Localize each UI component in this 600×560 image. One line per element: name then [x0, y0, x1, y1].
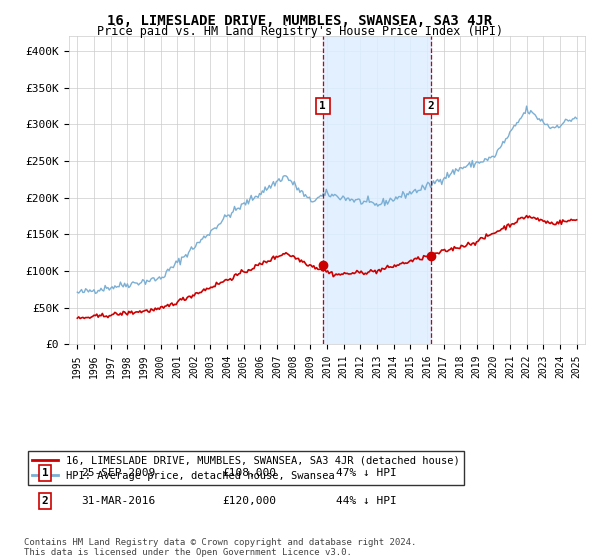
Text: 47% ↓ HPI: 47% ↓ HPI	[336, 468, 397, 478]
Text: 25-SEP-2009: 25-SEP-2009	[81, 468, 155, 478]
Text: £120,000: £120,000	[222, 496, 276, 506]
Text: 31-MAR-2016: 31-MAR-2016	[81, 496, 155, 506]
Text: £108,000: £108,000	[222, 468, 276, 478]
Bar	[323, 36, 431, 344]
Text: Price paid vs. HM Land Registry's House Price Index (HPI): Price paid vs. HM Land Registry's House …	[97, 25, 503, 38]
Text: 44% ↓ HPI: 44% ↓ HPI	[336, 496, 397, 506]
Text: 1: 1	[319, 101, 326, 111]
Text: 2: 2	[428, 101, 434, 111]
Text: 16, LIMESLADE DRIVE, MUMBLES, SWANSEA, SA3 4JR: 16, LIMESLADE DRIVE, MUMBLES, SWANSEA, S…	[107, 14, 493, 28]
Text: 1: 1	[41, 468, 49, 478]
Text: Contains HM Land Registry data © Crown copyright and database right 2024.
This d: Contains HM Land Registry data © Crown c…	[24, 538, 416, 557]
Legend: 16, LIMESLADE DRIVE, MUMBLES, SWANSEA, SA3 4JR (detached house), HPI: Average pr: 16, LIMESLADE DRIVE, MUMBLES, SWANSEA, S…	[28, 451, 464, 485]
Text: 2: 2	[41, 496, 49, 506]
